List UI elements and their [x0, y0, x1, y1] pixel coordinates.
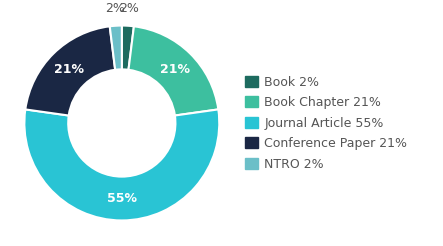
Text: 2%: 2% — [119, 2, 139, 15]
Text: 2%: 2% — [105, 2, 124, 15]
Text: 55%: 55% — [107, 192, 137, 205]
Text: 21%: 21% — [160, 63, 190, 76]
Legend: Book 2%, Book Chapter 21%, Journal Article 55%, Conference Paper 21%, NTRO 2%: Book 2%, Book Chapter 21%, Journal Artic… — [245, 76, 407, 170]
Wedge shape — [110, 26, 122, 70]
Text: 21%: 21% — [54, 63, 84, 76]
Wedge shape — [25, 26, 115, 116]
Wedge shape — [128, 26, 218, 116]
Wedge shape — [122, 26, 134, 70]
Wedge shape — [24, 109, 219, 220]
